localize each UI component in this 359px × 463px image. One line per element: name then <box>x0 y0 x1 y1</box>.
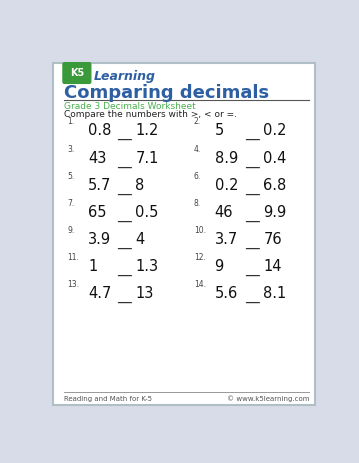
Text: __: __ <box>245 125 260 140</box>
Text: 2.: 2. <box>194 117 201 126</box>
Text: 5.6: 5.6 <box>215 286 238 301</box>
Text: 10.: 10. <box>194 226 206 235</box>
Text: 5: 5 <box>215 123 224 138</box>
Text: 3.7: 3.7 <box>215 232 238 247</box>
Text: __: __ <box>117 153 131 168</box>
Text: 8.1: 8.1 <box>263 286 286 301</box>
Text: __: __ <box>117 234 131 249</box>
Text: __: __ <box>117 288 131 303</box>
Text: __: __ <box>245 261 260 276</box>
Text: 12.: 12. <box>194 253 206 262</box>
Text: __: __ <box>117 180 131 195</box>
Text: 9: 9 <box>215 259 224 274</box>
Text: K5: K5 <box>70 68 84 78</box>
Text: 4: 4 <box>135 232 145 247</box>
Text: 0.2: 0.2 <box>263 123 287 138</box>
Text: __: __ <box>245 288 260 303</box>
Text: 1.2: 1.2 <box>135 123 159 138</box>
Text: 9.9: 9.9 <box>263 205 286 220</box>
Text: __: __ <box>245 207 260 222</box>
Text: 8.9: 8.9 <box>215 151 238 166</box>
Text: 14: 14 <box>263 259 282 274</box>
Text: 8.: 8. <box>194 199 201 208</box>
Text: 8: 8 <box>135 178 145 193</box>
Text: __: __ <box>245 153 260 168</box>
Text: 1.3: 1.3 <box>135 259 158 274</box>
FancyBboxPatch shape <box>63 63 91 83</box>
Text: 1: 1 <box>88 259 97 274</box>
Text: 3.9: 3.9 <box>88 232 111 247</box>
Text: 6.: 6. <box>194 172 201 181</box>
Text: 46: 46 <box>215 205 233 220</box>
Text: 0.8: 0.8 <box>88 123 111 138</box>
Text: 43: 43 <box>88 151 106 166</box>
Text: 0.4: 0.4 <box>263 151 286 166</box>
Text: 0.5: 0.5 <box>135 205 159 220</box>
Text: 3.: 3. <box>67 145 74 154</box>
Text: __: __ <box>117 125 131 140</box>
Text: 4.: 4. <box>194 145 201 154</box>
Text: 9.: 9. <box>67 226 74 235</box>
Text: 14.: 14. <box>194 280 206 289</box>
Text: 65: 65 <box>88 205 107 220</box>
Text: __: __ <box>117 261 131 276</box>
Text: 1.: 1. <box>67 117 74 126</box>
Text: 5.7: 5.7 <box>88 178 111 193</box>
Text: 13.: 13. <box>67 280 79 289</box>
Text: 11.: 11. <box>67 253 79 262</box>
FancyBboxPatch shape <box>53 63 315 405</box>
Text: Grade 3 Decimals Worksheet: Grade 3 Decimals Worksheet <box>64 102 196 112</box>
Text: 5.: 5. <box>67 172 74 181</box>
Text: 7.: 7. <box>67 199 74 208</box>
Text: 7.1: 7.1 <box>135 151 159 166</box>
Text: 0.2: 0.2 <box>215 178 238 193</box>
Text: __: __ <box>117 207 131 222</box>
Text: Comparing decimals: Comparing decimals <box>64 84 270 102</box>
Text: 76: 76 <box>263 232 282 247</box>
Text: © www.k5learning.com: © www.k5learning.com <box>227 395 309 402</box>
Text: 6.8: 6.8 <box>263 178 286 193</box>
Text: __: __ <box>245 234 260 249</box>
Text: 4.7: 4.7 <box>88 286 111 301</box>
Text: Learning: Learning <box>94 70 155 83</box>
Text: Compare the numbers with >, < or =.: Compare the numbers with >, < or =. <box>64 110 237 119</box>
Text: 13: 13 <box>135 286 154 301</box>
Text: Reading and Math for K-5: Reading and Math for K-5 <box>64 395 152 401</box>
Text: __: __ <box>245 180 260 195</box>
